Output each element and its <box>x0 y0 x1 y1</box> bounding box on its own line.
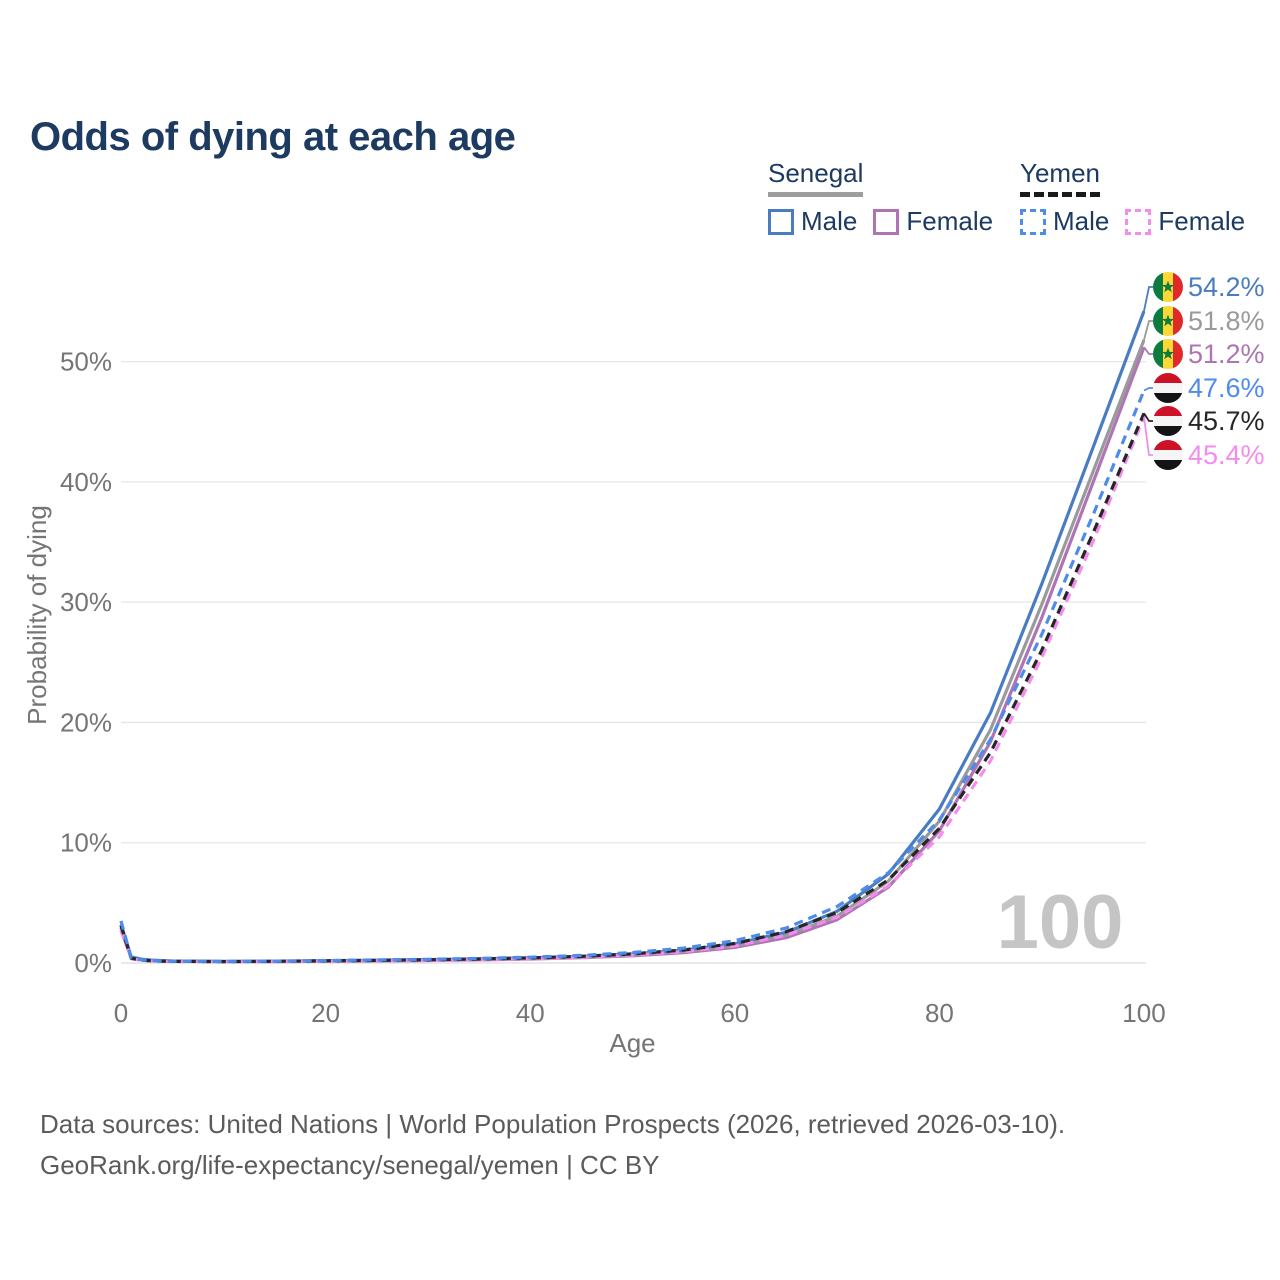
y-axis-title: Probability of dying <box>22 505 52 725</box>
end-connector-yemen-both <box>1143 412 1153 422</box>
end-connector-yemen-female <box>1143 416 1153 456</box>
legend-header-senegal[interactable]: Senegal <box>768 158 864 197</box>
legend-item-yemen-female[interactable]: Female <box>1125 206 1245 237</box>
legend-item-senegal-male[interactable]: Male <box>768 206 857 237</box>
y-tick-label: 30% <box>60 587 112 617</box>
footer-attribution: GeoRank.org/life-expectancy/senegal/yeme… <box>40 1150 660 1180</box>
flag-yemen-icon <box>1153 406 1183 436</box>
end-connector-senegal-female <box>1143 346 1153 355</box>
legend-label: Male <box>1053 206 1110 236</box>
series-line-yemen-female[interactable] <box>119 416 1146 964</box>
x-tick-label: 60 <box>720 998 749 1028</box>
footer-datasource: Data sources: United Nations | World Pop… <box>40 1109 1066 1139</box>
legend-label: Female <box>1158 206 1246 236</box>
yemen-female-swatch-icon <box>1125 208 1152 235</box>
y-tick-label: 20% <box>60 707 112 737</box>
series-line-yemen-male[interactable] <box>119 389 1146 964</box>
age-watermark: 100 <box>997 880 1124 965</box>
senegal-male-swatch-icon <box>768 208 794 235</box>
x-tick-label: 100 <box>1122 998 1165 1028</box>
series-line-yemen-both[interactable] <box>119 412 1146 964</box>
end-value-label-yemen-male: 47.6% <box>1188 373 1265 403</box>
flag-senegal-icon <box>1153 272 1183 302</box>
end-value-label-senegal-female: 51.2% <box>1188 339 1265 369</box>
series-line-senegal-both[interactable] <box>119 339 1146 964</box>
flag-yemen-icon <box>1153 440 1183 470</box>
legend-group-senegal: Senegal Male Female <box>768 158 993 237</box>
y-tick-label: 50% <box>60 347 112 377</box>
page-title: Odds of dying at each age <box>30 114 516 159</box>
senegal-female-swatch-icon <box>873 208 900 235</box>
series-line-senegal-male[interactable] <box>119 310 1146 964</box>
yemen-male-swatch-icon <box>1020 208 1046 235</box>
end-value-label-yemen-female: 45.4% <box>1188 440 1265 470</box>
end-connector-senegal-male <box>1143 286 1153 312</box>
end-value-label-senegal-male: 54.2% <box>1188 272 1265 302</box>
end-value-label-senegal-both: 51.8% <box>1188 306 1265 336</box>
legend-header-yemen[interactable]: Yemen <box>1020 158 1100 197</box>
legend-label: Male <box>801 206 858 236</box>
x-axis-title: Age <box>609 1028 655 1058</box>
legend-label: Female <box>906 206 994 236</box>
flag-yemen-icon <box>1153 373 1183 403</box>
end-connector-yemen-male <box>1143 387 1153 392</box>
legend-item-senegal-female[interactable]: Female <box>873 206 993 237</box>
x-tick-label: 80 <box>925 998 954 1028</box>
x-tick-label: 0 <box>114 998 128 1028</box>
y-tick-label: 40% <box>60 467 112 497</box>
series-line-senegal-female[interactable] <box>119 346 1146 964</box>
flag-senegal-icon <box>1153 306 1183 336</box>
footer: Data sources: United Nations | World Pop… <box>40 1104 1065 1186</box>
x-tick-label: 40 <box>516 998 545 1028</box>
y-tick-label: 0% <box>74 948 112 978</box>
flag-senegal-icon <box>1153 339 1183 369</box>
end-connector-senegal-both <box>1143 320 1153 341</box>
x-tick-label: 20 <box>311 998 340 1028</box>
y-tick-label: 10% <box>60 828 112 858</box>
legend-item-yemen-male[interactable]: Male <box>1020 206 1109 237</box>
legend-group-yemen: Yemen Male Female <box>1020 158 1245 237</box>
end-value-label-yemen-both: 45.7% <box>1188 406 1265 436</box>
